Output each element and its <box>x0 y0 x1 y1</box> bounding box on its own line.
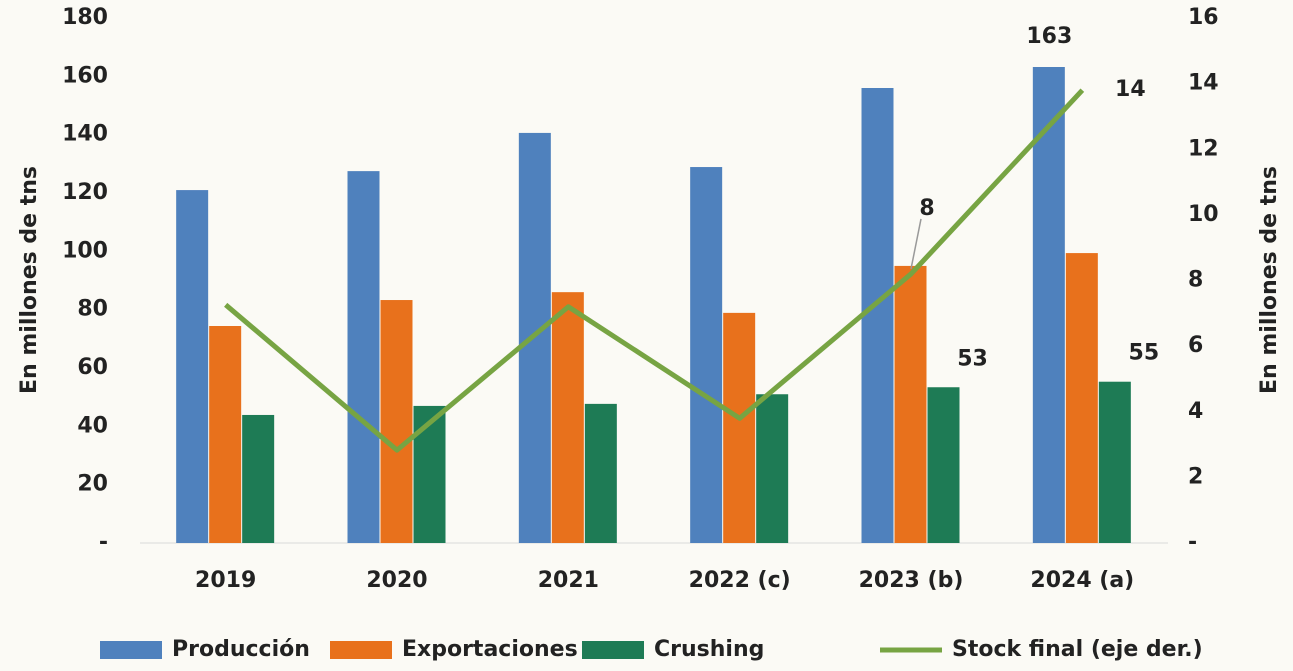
data-label: 163 <box>1026 24 1072 49</box>
y2-tick-label: 8 <box>1188 268 1203 293</box>
legend-label: Exportaciones <box>402 637 578 662</box>
legend-swatch <box>330 641 392 659</box>
bar <box>584 403 617 543</box>
bar <box>723 312 756 543</box>
bar <box>242 414 275 543</box>
x-tick-label: 2022 (c) <box>689 568 791 593</box>
y2-tick-label: 2 <box>1188 464 1203 489</box>
y-tick-label: 20 <box>77 472 108 497</box>
y2-tick-label: 4 <box>1188 399 1203 424</box>
bar <box>756 394 789 543</box>
x-tick-label: 2020 <box>366 568 427 593</box>
y-axis-title: En millones de tns <box>17 166 42 394</box>
y2-tick-label: 14 <box>1188 71 1219 96</box>
bar <box>413 405 446 543</box>
bar <box>894 265 927 543</box>
y2-axis-title: En millones de tns <box>1257 166 1282 394</box>
y2-tick-label: - <box>1188 530 1197 555</box>
data-label: 8 <box>919 196 934 221</box>
bar <box>347 171 380 543</box>
bar <box>1065 253 1098 544</box>
y2-tick-label: 10 <box>1188 202 1219 227</box>
legend-label: Stock final (eje der.) <box>952 637 1203 662</box>
data-label: 14 <box>1115 77 1146 102</box>
legend-label: Producción <box>172 637 310 662</box>
x-tick-label: 2023 (b) <box>859 568 964 593</box>
data-label: 55 <box>1129 341 1160 366</box>
y-tick-label: 160 <box>62 63 108 88</box>
x-tick-label: 2024 (a) <box>1030 568 1134 593</box>
bar <box>1098 381 1131 543</box>
y2-tick-label: 16 <box>1188 5 1219 30</box>
bar <box>1032 67 1065 543</box>
y2-tick-label: 6 <box>1188 333 1203 358</box>
bar <box>209 326 242 543</box>
bar <box>861 88 894 543</box>
y2-tick-label: 12 <box>1188 136 1219 161</box>
legend-swatch <box>100 641 162 659</box>
x-tick-label: 2019 <box>195 568 256 593</box>
data-label: 53 <box>957 346 988 371</box>
bar <box>380 300 413 543</box>
bar <box>551 292 584 543</box>
y-tick-label: 60 <box>77 355 108 380</box>
line <box>224 88 1085 453</box>
y-tick-label: 40 <box>77 413 108 438</box>
bar <box>927 387 960 543</box>
y-tick-label: 180 <box>62 5 108 30</box>
bar <box>176 190 209 544</box>
legend-swatch <box>582 641 644 659</box>
legend-label: Crushing <box>654 637 764 662</box>
y-tick-label: - <box>99 530 108 555</box>
leader-line <box>910 218 922 270</box>
y-tick-label: 120 <box>62 180 108 205</box>
y-tick-label: 140 <box>62 122 108 147</box>
y-tick-label: 80 <box>77 297 108 322</box>
x-tick-label: 2021 <box>538 568 599 593</box>
bar <box>690 167 723 543</box>
y-tick-label: 100 <box>62 238 108 263</box>
